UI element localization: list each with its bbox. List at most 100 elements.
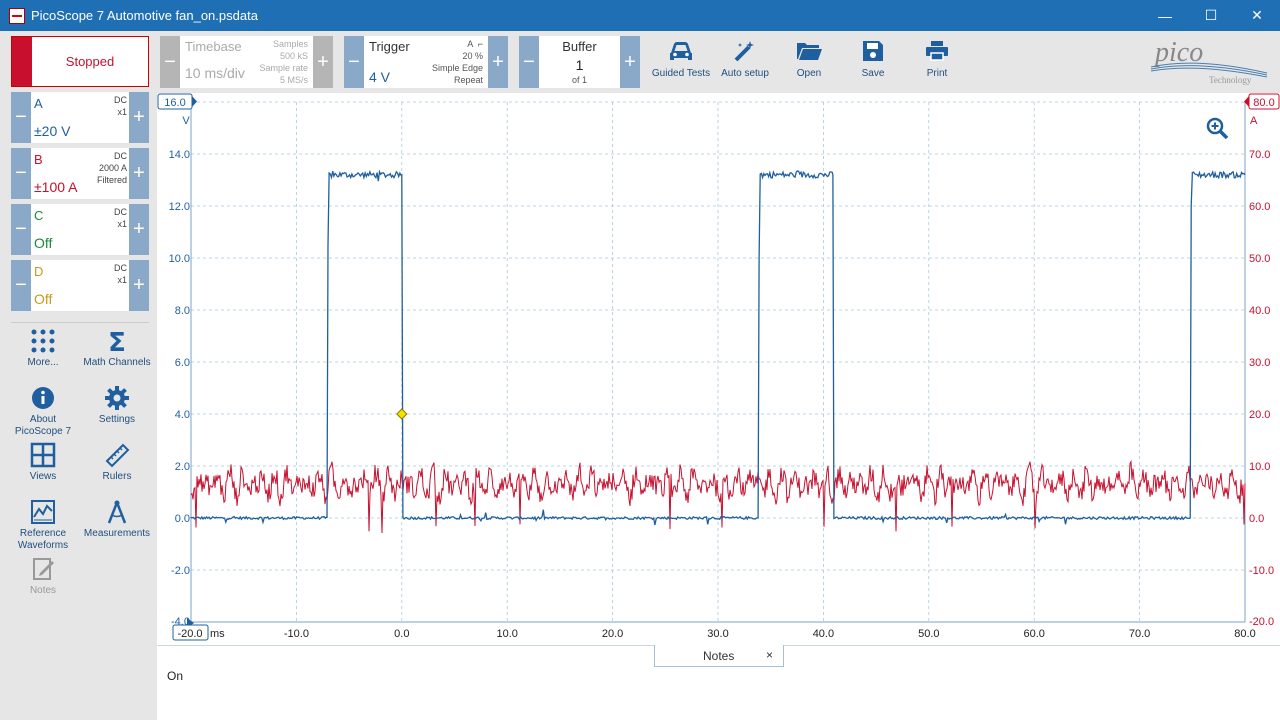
right-axis-tick-label: 50.0 bbox=[1249, 253, 1270, 265]
math-channels-button[interactable]: Σ Math Channels bbox=[81, 328, 153, 369]
run-state-label: Stopped bbox=[65, 54, 115, 69]
notes-text[interactable]: On bbox=[167, 669, 184, 683]
right-axis-tick-label: 20.0 bbox=[1249, 409, 1270, 421]
right-axis: 80.0 A 70.0 60.0 50.0 40.0 30.0 20.0 10.0 0.0 -10.… bbox=[1244, 93, 1280, 628]
trigger-increase-button[interactable]: + bbox=[488, 36, 508, 88]
channel-d-letter: D bbox=[34, 264, 44, 279]
app-icon bbox=[9, 7, 25, 24]
right-axis-tick-label: 70.0 bbox=[1249, 149, 1270, 161]
zoom-in-button[interactable] bbox=[1206, 117, 1229, 140]
channel-d-increase-button[interactable]: + bbox=[129, 260, 149, 311]
channel-c-range[interactable]: Off bbox=[34, 235, 53, 251]
scope-graph[interactable]: 16.0V14.012.010.08.06.04.02.00.0-2.0-4.0… bbox=[157, 93, 1280, 645]
reference-waveform-icon bbox=[31, 500, 55, 524]
channel-d-probe: x1 bbox=[117, 275, 127, 285]
minimize-button[interactable]: — bbox=[1158, 7, 1172, 24]
channel-b-trace bbox=[190, 459, 1246, 534]
right-axis-tick-label: 60.0 bbox=[1249, 201, 1270, 213]
wand-icon bbox=[734, 41, 754, 62]
buffer-value[interactable]: 1 bbox=[575, 57, 584, 73]
time-axis-tick-label: 50.0 bbox=[918, 628, 939, 640]
channel-c-increase-button[interactable]: + bbox=[129, 204, 149, 255]
rulers-button[interactable]: Rulers bbox=[81, 442, 153, 483]
floppy-icon bbox=[863, 41, 883, 61]
channel-c-decrease-button[interactable]: − bbox=[11, 204, 31, 255]
timebase-value[interactable]: 10 ms/div bbox=[185, 65, 245, 81]
left-axis-unit: V bbox=[182, 115, 190, 127]
channel-a-increase-button[interactable]: + bbox=[129, 92, 149, 143]
trigger-marker[interactable] bbox=[396, 408, 408, 420]
notes-label: Notes bbox=[29, 585, 57, 596]
save-button[interactable]: Save bbox=[842, 36, 904, 88]
trigger-channel-row: A ⌐ bbox=[432, 38, 483, 50]
folder-icon bbox=[797, 43, 822, 60]
time-axis-tick-label: 80.0 bbox=[1234, 628, 1255, 640]
maximize-button[interactable]: ☐ bbox=[1204, 7, 1218, 23]
channel-b-range[interactable]: ±100 A bbox=[34, 179, 78, 195]
channel-a-decrease-button[interactable]: − bbox=[11, 92, 31, 143]
channel-d-coupling: DC bbox=[114, 263, 127, 273]
time-axis-tick-label: 40.0 bbox=[813, 628, 834, 640]
rulers-label: Rulers bbox=[102, 471, 132, 482]
left-axis-top-value: 16.0 bbox=[164, 97, 185, 109]
samples-value: 500 kS bbox=[279, 51, 308, 61]
channel-d-info: DC x1 bbox=[114, 262, 127, 286]
run-stop-button[interactable]: Stopped bbox=[11, 36, 149, 87]
about-button[interactable]: About PicoScope 7 bbox=[7, 385, 79, 438]
more-button[interactable]: More... bbox=[7, 328, 79, 369]
measurements-button[interactable]: Measurements bbox=[81, 499, 153, 540]
notes-panel: Notes × On bbox=[157, 645, 1280, 720]
channel-c-letter: C bbox=[34, 208, 44, 223]
right-axis-tick-label: -10.0 bbox=[1249, 565, 1274, 577]
time-axis-first-value: -20.0 bbox=[177, 628, 202, 640]
left-axis-tick-label: 8.0 bbox=[175, 305, 190, 317]
zoom-in-icon bbox=[1206, 117, 1224, 135]
settings-button[interactable]: Settings bbox=[81, 385, 153, 426]
save-label: Save bbox=[861, 68, 885, 79]
right-axis-bottom-value: -20.0 bbox=[1249, 616, 1274, 628]
trigger-percent: 20 % bbox=[462, 51, 483, 61]
trigger-level-value[interactable]: 4 V bbox=[369, 69, 391, 85]
channel-d-control: − D Off DC x1 + bbox=[11, 260, 149, 311]
channel-b-probe: 2000 A bbox=[98, 163, 127, 173]
timebase-details: Samples 500 kS Sample rate 5 MS/s bbox=[259, 38, 308, 86]
channel-b-increase-button[interactable]: + bbox=[129, 148, 149, 199]
notes-icon bbox=[33, 558, 54, 580]
notes-button[interactable]: Notes bbox=[7, 556, 79, 597]
open-button[interactable]: Open bbox=[778, 36, 840, 88]
left-axis-tick-label: 6.0 bbox=[175, 357, 190, 369]
compass-icon bbox=[107, 500, 127, 524]
buffer-next-button[interactable]: + bbox=[620, 36, 640, 88]
views-button[interactable]: Views bbox=[7, 442, 79, 483]
close-button[interactable]: ✕ bbox=[1251, 7, 1263, 23]
window-title: PicoScope 7 Automotive fan_on.psdata bbox=[31, 8, 258, 23]
notes-tab[interactable]: Notes × bbox=[654, 645, 784, 667]
channel-a-range[interactable]: ±20 V bbox=[34, 123, 71, 139]
channel-d-range[interactable]: Off bbox=[34, 291, 53, 307]
printer-icon bbox=[926, 41, 948, 61]
timebase-decrease-button[interactable]: − bbox=[160, 36, 180, 88]
left-axis-tick-label: 12.0 bbox=[169, 201, 190, 213]
channel-b-decrease-button[interactable]: − bbox=[11, 148, 31, 199]
buffer-count: of 1 bbox=[571, 75, 587, 85]
left-axis-tick-label: 2.0 bbox=[175, 461, 190, 473]
timebase-increase-button[interactable]: + bbox=[313, 36, 333, 88]
car-icon bbox=[670, 42, 692, 60]
channel-d-decrease-button[interactable]: − bbox=[11, 260, 31, 311]
scope-view[interactable]: 16.0 V 14.0 12.0 10.0 8.0 6.0 4.0 2.0 0.0 -2.0 -4.0… bbox=[157, 93, 1280, 645]
time-axis-tick-label: -10.0 bbox=[284, 628, 309, 640]
time-axis-first-value-box[interactable]: -20.0 bbox=[172, 624, 209, 641]
notes-close-button[interactable]: × bbox=[765, 648, 773, 662]
guided-tests-button[interactable]: Guided Tests bbox=[650, 36, 712, 88]
trigger-decrease-button[interactable]: − bbox=[344, 36, 364, 88]
right-axis-tick-label: 10.0 bbox=[1249, 461, 1270, 473]
left-axis-top-value-box[interactable]: 16.0 bbox=[157, 93, 197, 110]
sigma-icon: Σ bbox=[108, 328, 126, 354]
right-axis-top-value-box[interactable]: 80.0 bbox=[1244, 93, 1280, 110]
reference-waveforms-button[interactable]: Reference Waveforms bbox=[7, 499, 79, 552]
auto-setup-button[interactable]: Auto setup bbox=[714, 36, 776, 88]
buffer-previous-button[interactable]: − bbox=[519, 36, 539, 88]
run-stop-indicator bbox=[12, 37, 32, 86]
print-button[interactable]: Print bbox=[906, 36, 968, 88]
auto-setup-label: Auto setup bbox=[721, 68, 769, 79]
